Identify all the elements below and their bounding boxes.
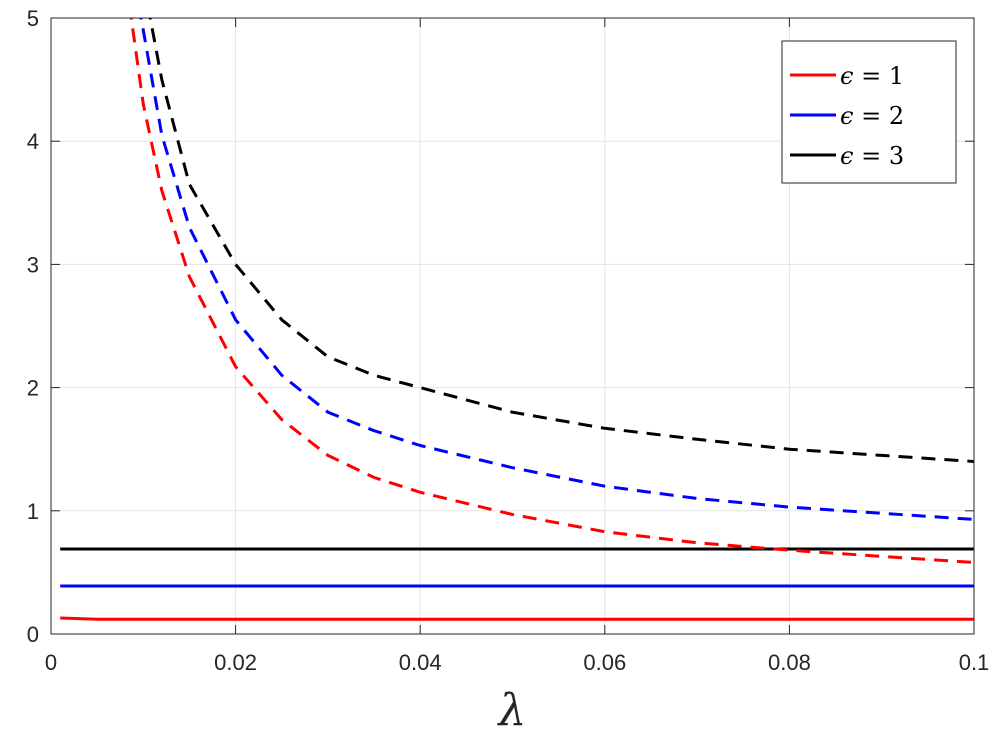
series-line-dashed-5	[139, 18, 974, 521]
legend-label: ϵ = 3	[840, 142, 904, 170]
legend-label: ϵ = 2	[840, 102, 904, 130]
x-tick-label: 0.04	[399, 650, 442, 675]
legend-value: = 1	[853, 62, 904, 90]
y-tick-label: 4	[27, 129, 39, 154]
series-line-solid-1	[60, 616, 974, 621]
axis-tick-labels: 0 0.02 0.04 0.06 0.08 0.1 0 1 2 3 4 5	[27, 6, 990, 675]
legend-box	[781, 40, 957, 184]
legend: ϵ = 1ϵ = 2ϵ = 3	[781, 40, 957, 184]
x-tick-label: 0.08	[768, 650, 811, 675]
y-tick-label: 3	[27, 252, 39, 277]
plot-area-frame	[50, 17, 975, 635]
legend-symbol: ϵ	[840, 142, 853, 170]
data-series	[60, 18, 974, 621]
axis-ticks	[50, 17, 975, 635]
x-tick-label: 0	[45, 650, 57, 675]
y-tick-label: 5	[27, 6, 39, 31]
y-tick-label: 0	[27, 622, 39, 647]
legend-label: ϵ = 1	[840, 62, 904, 90]
series-line-dashed-4	[129, 18, 974, 564]
y-tick-label: 2	[27, 376, 39, 401]
x-axis-label: λ	[497, 685, 527, 736]
legend-symbol: ϵ	[840, 62, 853, 90]
series-line-dashed-6	[148, 18, 974, 463]
x-tick-label: 0.06	[583, 650, 626, 675]
legend-value: = 2	[853, 102, 904, 130]
x-tick-label: 0.02	[214, 650, 257, 675]
legend-value: = 3	[853, 142, 904, 170]
x-tick-label: 0.1	[959, 650, 990, 675]
legend-symbol: ϵ	[840, 102, 853, 130]
y-tick-label: 1	[27, 499, 39, 524]
